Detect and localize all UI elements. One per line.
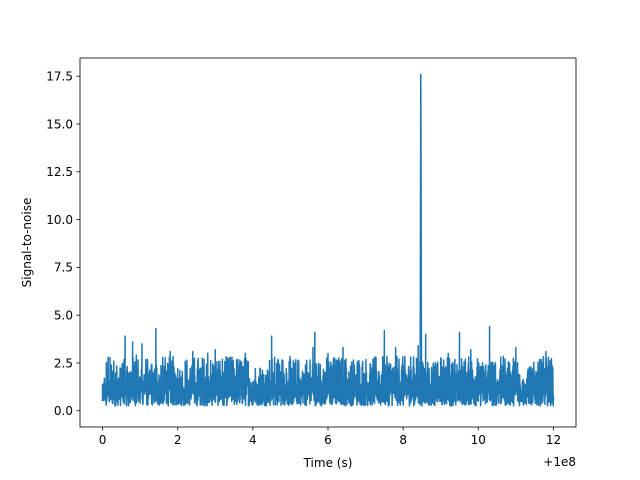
y-tick-label: 0.0 <box>54 404 73 418</box>
y-axis-label: Signal-to-noise <box>20 198 34 288</box>
x-axis-offset-label: +1e8 <box>543 455 576 469</box>
y-tick-label: 2.5 <box>54 356 73 370</box>
x-tick-label: 12 <box>546 433 561 447</box>
y-tick-label: 15.0 <box>46 117 73 131</box>
y-tick-label: 7.5 <box>54 261 73 275</box>
y-tick-label: 5.0 <box>54 308 73 322</box>
snr-series-line <box>101 73 555 407</box>
series-group <box>101 73 555 407</box>
x-tick-label: 10 <box>471 433 486 447</box>
x-tick-label: 4 <box>249 433 257 447</box>
x-axis-ticks: 0 2 4 6 8 10 12 <box>99 427 561 447</box>
x-tick-label: 8 <box>399 433 407 447</box>
x-tick-label: 0 <box>99 433 107 447</box>
x-tick-label: 2 <box>174 433 182 447</box>
x-tick-label: 6 <box>324 433 332 447</box>
y-axis-ticks: 0.0 2.5 5.0 7.5 10.0 12.5 15.0 17.5 <box>46 69 80 418</box>
y-tick-label: 17.5 <box>46 69 73 83</box>
y-tick-label: 10.0 <box>46 213 73 227</box>
y-tick-label: 12.5 <box>46 165 73 179</box>
x-axis-label: Time (s) <box>303 456 353 470</box>
